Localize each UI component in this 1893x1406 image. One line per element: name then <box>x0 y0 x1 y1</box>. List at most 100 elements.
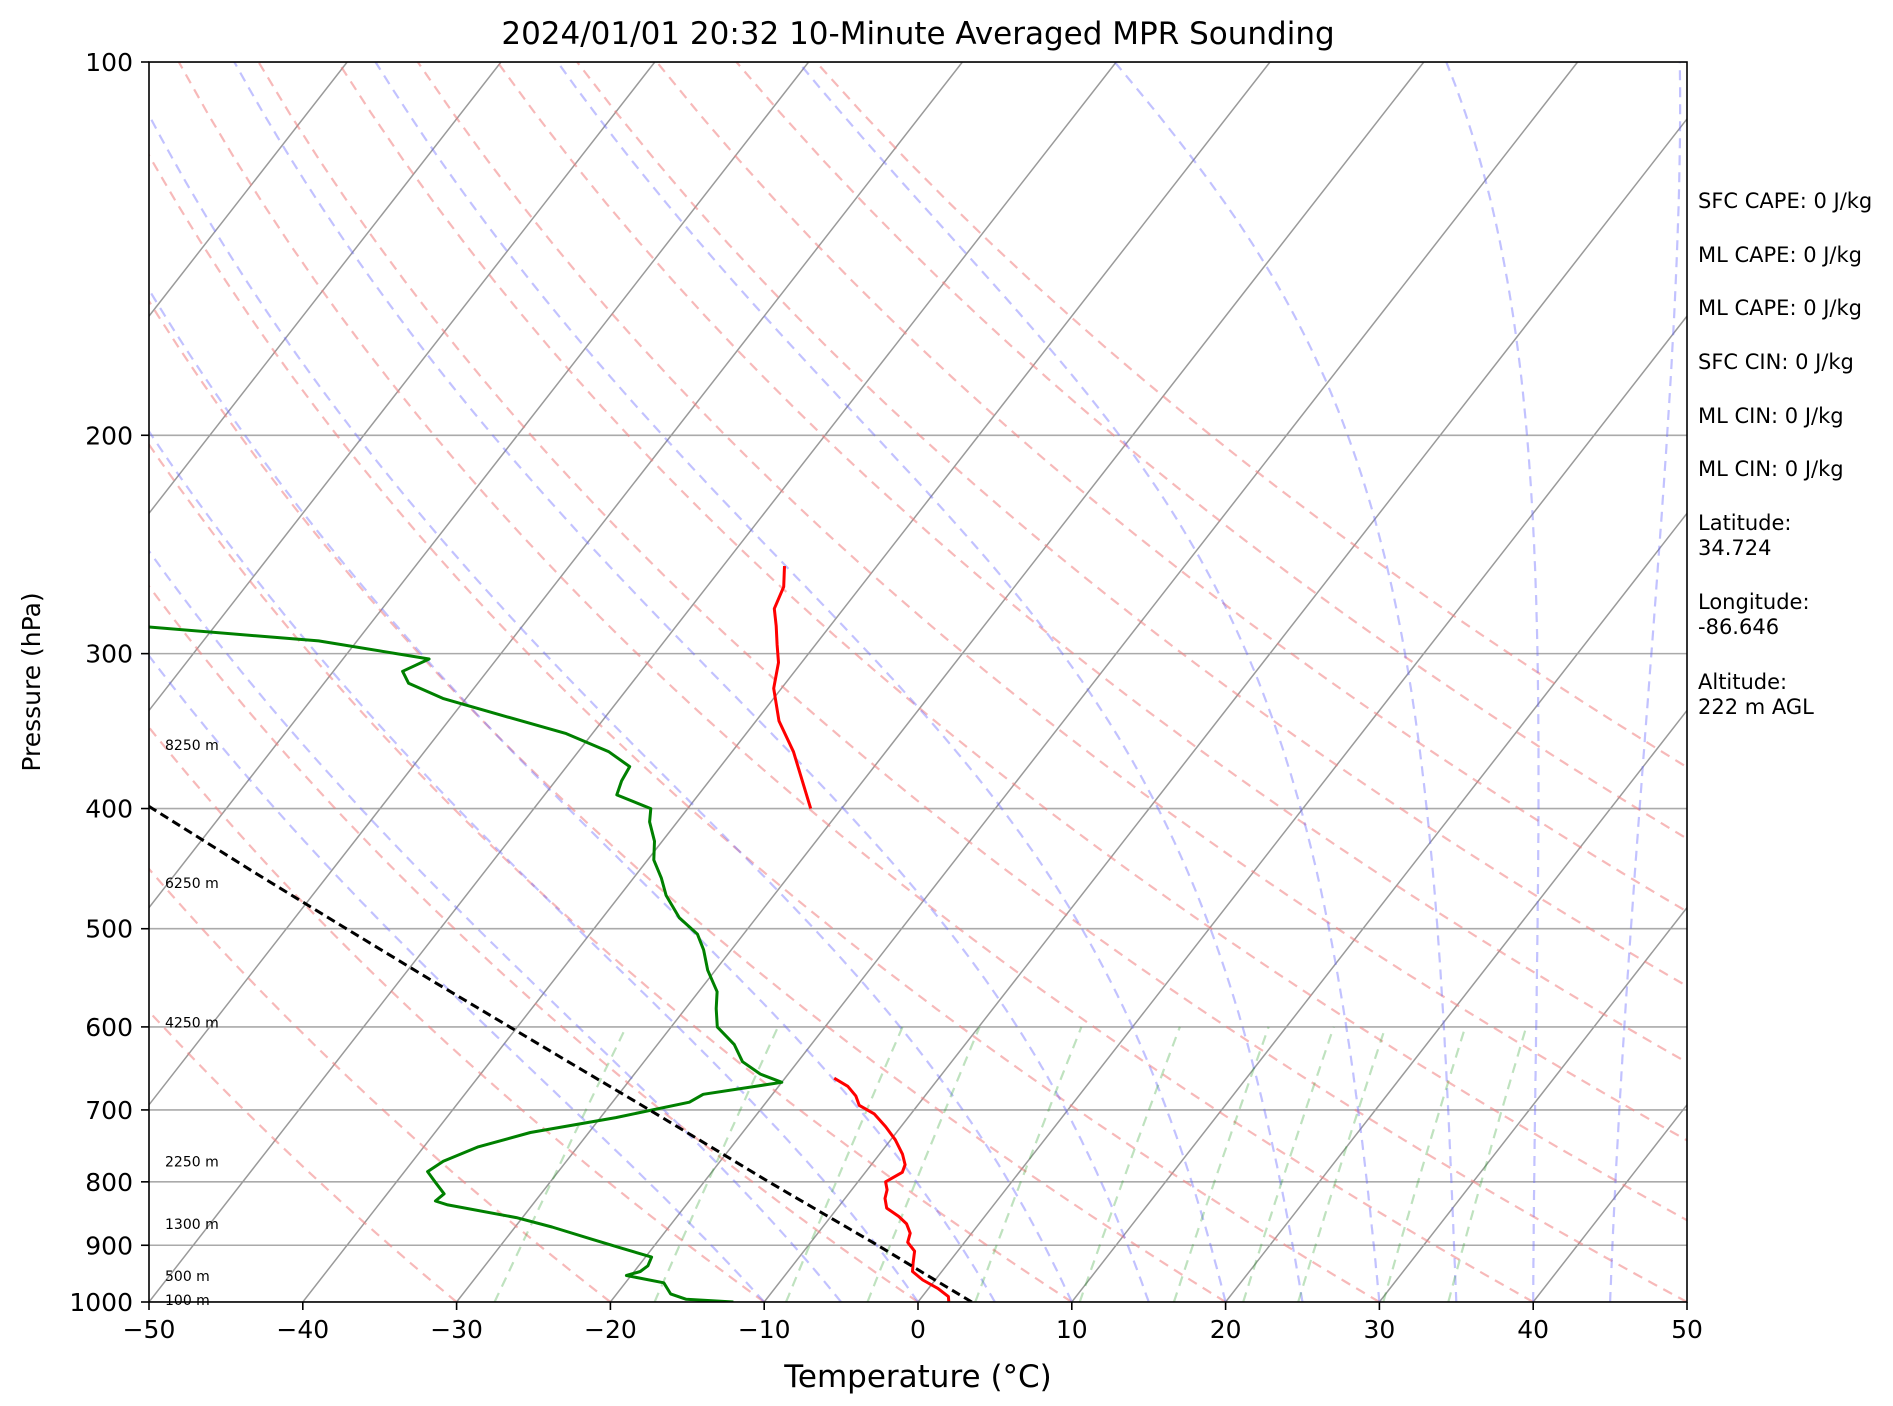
mixing-ratio-line <box>784 1026 904 1302</box>
height-labels: 100 m 500 m 1300 m 2250 m 4250 m 6250 m 8250 m <box>165 738 219 1309</box>
x-tick-label: −40 <box>276 1315 329 1344</box>
moist-adiabat-line <box>797 62 1381 1302</box>
y-tick-label: 500 <box>85 915 133 944</box>
x-tick-label: −50 <box>123 1315 176 1344</box>
x-tick-label: 20 <box>1210 1315 1242 1344</box>
mixing-ratio-line <box>493 1026 628 1302</box>
dry-adiabat-line <box>257 62 1687 1302</box>
isotherm-line <box>149 62 348 318</box>
dry-adiabat-line <box>815 62 1687 769</box>
moist-adiabat-line <box>1113 62 1458 1302</box>
dry-adiabat-line <box>576 62 1687 988</box>
info-latitude: Latitude: 34.724 <box>1698 511 1792 561</box>
isotherm-line <box>302 62 1271 1302</box>
info-sfc-cin: SFC CIN: 0 J/kg <box>1698 350 1854 374</box>
isotherm-line <box>1378 906 1687 1302</box>
height-label: 8250 m <box>165 738 219 754</box>
height-label: 500 m <box>165 1269 210 1285</box>
height-label: 2250 m <box>165 1155 219 1171</box>
mixing-ratio-line <box>1242 1026 1335 1302</box>
y-tick-label: 600 <box>85 1013 133 1042</box>
isotherm-line <box>149 62 963 1107</box>
info-ml-cape-2: ML CAPE: 0 J/kg <box>1698 296 1863 320</box>
dewpoint-line <box>149 625 784 1302</box>
latitude-label: Latitude: <box>1698 511 1792 535</box>
x-tick-label: 10 <box>1056 1315 1088 1344</box>
isotherm-line <box>149 62 656 712</box>
mixing-ratio-line <box>866 1026 981 1302</box>
dry-adiabat-line <box>149 153 1380 1302</box>
moist-adiabat-line <box>1609 62 1682 1302</box>
dry-adiabat-line <box>149 299 1227 1302</box>
moist-adiabat-line <box>233 62 1150 1302</box>
parcel-line <box>149 804 973 1302</box>
x-axis-label: Temperature (°C) <box>783 1359 1052 1395</box>
x-tick-label: 50 <box>1671 1315 1703 1344</box>
y-axis-label: Pressure (hPa) <box>17 592 46 771</box>
dry-adiabat-line <box>177 62 1534 1302</box>
data-lines <box>149 566 973 1302</box>
y-tick-label: 1000 <box>69 1288 133 1317</box>
height-label: 1300 m <box>165 1217 219 1233</box>
isotherm-line <box>763 117 1687 1302</box>
dry-adiabat-line <box>149 725 765 1302</box>
mixing-ratio-line <box>1447 1026 1528 1302</box>
y-tick-label: 300 <box>85 640 133 669</box>
info-ml-cin-2: ML CIN: 0 J/kg <box>1698 457 1844 481</box>
y-tick-label: 400 <box>85 795 133 824</box>
isotherm-line <box>149 62 1117 1302</box>
dry-adiabat-line <box>149 442 1073 1302</box>
moist-adiabat-line <box>1445 62 1540 1302</box>
moist-adiabat-line <box>374 62 1227 1302</box>
height-label: 4250 m <box>165 1015 219 1031</box>
isotherm-line <box>1225 709 1687 1302</box>
dry-adiabat-line <box>655 62 1687 913</box>
isotherm-line <box>149 62 810 909</box>
mixing-ratio-line <box>653 1026 779 1302</box>
isotherm-line <box>149 62 502 515</box>
longitude-value: -86.646 <box>1698 615 1780 639</box>
height-label: 100 m <box>165 1293 210 1309</box>
info-sfc-cape: SFC CAPE: 0 J/kg <box>1698 189 1873 213</box>
dry-adiabat-line <box>496 62 1687 1064</box>
chart-title: 2024/01/01 20:32 10-Minute Averaged MPR … <box>501 16 1334 52</box>
info-longitude: Longitude: -86.646 <box>1698 590 1810 640</box>
isotherm-line <box>609 62 1579 1302</box>
moist-adiabat-line <box>149 549 842 1302</box>
mixing-ratio-line <box>1078 1026 1181 1302</box>
mixing-ratio-line <box>974 1026 1083 1302</box>
x-tick-label: 0 <box>910 1315 926 1344</box>
isotherm-line <box>917 314 1687 1302</box>
x-tick-label: −10 <box>738 1315 791 1344</box>
y-tick-label: 800 <box>85 1168 133 1197</box>
info-altitude: Altitude: 222 m AGL <box>1698 670 1814 720</box>
temperature-line <box>833 1076 951 1302</box>
y-tick-label: 700 <box>85 1096 133 1125</box>
x-tick-label: 30 <box>1363 1315 1395 1344</box>
longitude-label: Longitude: <box>1698 590 1810 614</box>
moist-adiabat-line <box>149 287 996 1302</box>
altitude-label: Altitude: <box>1698 670 1788 694</box>
mixing-ratio-line <box>1297 1026 1387 1302</box>
info-ml-cin: ML CIN: 0 J/kg <box>1698 404 1844 428</box>
moist-adiabat-line <box>149 429 919 1302</box>
moist-adiabat-line <box>149 654 766 1302</box>
isotherm-line <box>456 62 1425 1302</box>
mixing-ratio-line <box>1382 1026 1467 1302</box>
moist-adiabat-line <box>556 62 1304 1302</box>
y-tick-label: 900 <box>85 1231 133 1260</box>
info-ml-cape: ML CAPE: 0 J/kg <box>1698 243 1863 267</box>
isotherm-line <box>1071 512 1687 1302</box>
altitude-value: 222 m AGL <box>1698 695 1814 719</box>
background-lines <box>149 62 1687 1302</box>
y-tick-label: 200 <box>85 421 133 450</box>
moist-adiabat-line <box>149 112 1073 1302</box>
x-tick-label: 40 <box>1517 1315 1549 1344</box>
axis-ticks: −50 −40 −30 −20 −10 0 10 20 30 40 50 1000 900 800 700 6… <box>69 48 1703 1344</box>
x-tick-label: −30 <box>430 1315 483 1344</box>
x-tick-label: −20 <box>584 1315 637 1344</box>
y-tick-label: 100 <box>85 48 133 77</box>
mixing-ratio-line <box>1172 1026 1270 1302</box>
